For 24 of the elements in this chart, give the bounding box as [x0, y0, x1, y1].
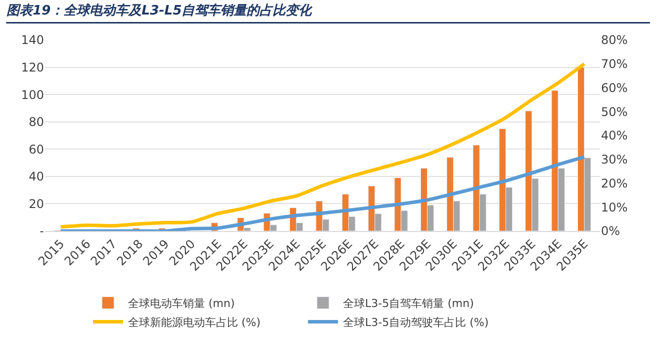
line-series	[58, 62, 586, 229]
legend-label: 全球L3-5自驾车销量 (mn)	[343, 297, 474, 310]
y2-tick-label: 20%	[601, 176, 628, 190]
legend-label: 全球电动车销量 (mn)	[128, 297, 235, 310]
legend-label: 全球L3-5自动驾驶车占比 (%)	[343, 316, 489, 330]
y2-tick-label: 50%	[601, 104, 628, 119]
y2-tick-label: 30%	[601, 152, 628, 167]
y-tick-label: 140	[21, 33, 44, 48]
y-tick-label: 20	[28, 196, 44, 211]
y2-tick-label: 40%	[601, 128, 628, 143]
y2-tick-label: 80%	[601, 33, 628, 48]
y-tick-label: 100	[21, 88, 44, 102]
y-tick-label: 60	[28, 142, 44, 156]
line-series	[58, 155, 586, 231]
y2-tick-label: 70%	[601, 57, 628, 72]
y-tick-label: 120	[21, 60, 44, 74]
y-tick-label: 80	[28, 115, 44, 130]
chart-title: 图表19：全球电动车及L3-L5自驾车销量的占比变化	[6, 2, 314, 18]
y-tick-label: 40	[28, 170, 44, 184]
y2-tick-label: 10%	[601, 200, 628, 214]
y2-tick-label: 0%	[601, 224, 620, 238]
legend-label: 全球新能源电动车占比 (%)	[128, 316, 261, 330]
y-tick-label: -	[40, 224, 44, 238]
y2-tick-label: 60%	[601, 80, 628, 95]
